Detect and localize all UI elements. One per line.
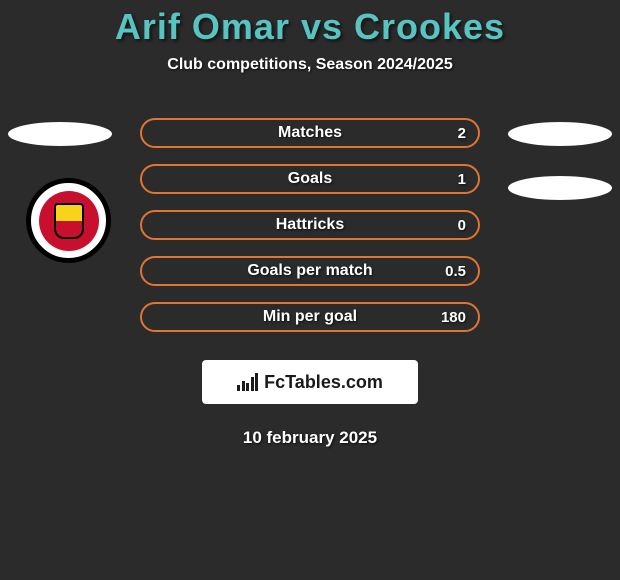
- stat-value: 2: [458, 125, 466, 142]
- stat-label: Min per goal: [263, 308, 357, 326]
- bar-chart-icon: [237, 373, 258, 391]
- stat-row-min-per-goal: Min per goal 180: [140, 302, 480, 332]
- infographic: Arif Omar vs Crookes Club competitions, …: [0, 0, 620, 448]
- left-player-badge: [8, 122, 112, 146]
- club-badge-inner: [39, 191, 99, 251]
- club-badge-wrap: [26, 178, 111, 263]
- date-text: 10 february 2025: [0, 428, 620, 448]
- stat-row-hattricks: Hattricks 0: [140, 210, 480, 240]
- player-oval-left: [8, 122, 112, 146]
- right-player-badge: [508, 122, 612, 200]
- stat-row-goals: Goals 1: [140, 164, 480, 194]
- player-oval-right: [508, 122, 612, 146]
- club-badge: [26, 178, 111, 263]
- stat-row-goals-per-match: Goals per match 0.5: [140, 256, 480, 286]
- club-shield-icon: [54, 203, 84, 239]
- stat-value: 180: [441, 309, 466, 326]
- stat-label: Goals per match: [247, 262, 372, 280]
- page-title: Arif Omar vs Crookes: [0, 6, 620, 48]
- stat-value: 0.5: [445, 263, 466, 280]
- brand-text: FcTables.com: [264, 372, 383, 393]
- stat-label: Goals: [288, 170, 332, 188]
- stat-label: Matches: [278, 124, 342, 142]
- stat-value: 1: [458, 171, 466, 188]
- stat-value: 0: [458, 217, 466, 234]
- stat-row-matches: Matches 2: [140, 118, 480, 148]
- player-oval-right-2: [508, 176, 612, 200]
- brand-badge: FcTables.com: [202, 360, 418, 404]
- subtitle: Club competitions, Season 2024/2025: [0, 56, 620, 74]
- stat-label: Hattricks: [276, 216, 344, 234]
